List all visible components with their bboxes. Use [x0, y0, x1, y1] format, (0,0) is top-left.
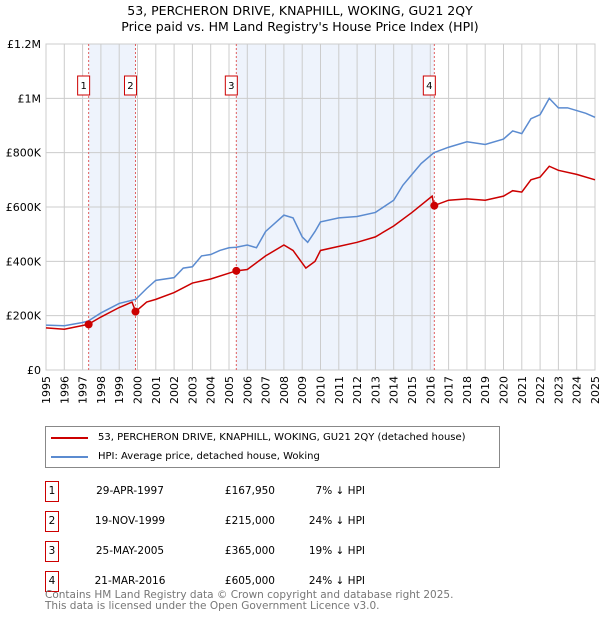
chart-title: 53, PERCHERON DRIVE, KNAPHILL, WOKING, G… — [127, 3, 473, 18]
x-tick-label: 2023 — [552, 376, 565, 404]
x-tick-label: 2004 — [205, 376, 218, 404]
y-tick-label: £600K — [6, 201, 42, 214]
x-tick-label: 2002 — [168, 376, 181, 404]
sale-num: 4 — [45, 571, 59, 592]
sale-point — [84, 320, 93, 329]
x-tick-label: 2024 — [571, 376, 584, 404]
footer-line: Contains HM Land Registry data © Crown c… — [45, 589, 454, 601]
x-tick-label: 2013 — [369, 376, 382, 404]
sale-num: 3 — [45, 541, 59, 562]
y-tick-label: £400K — [6, 255, 42, 268]
sale-label: 4 — [426, 81, 432, 92]
x-tick-label: 2006 — [241, 376, 254, 404]
y-tick-label: £1.2M — [7, 38, 41, 51]
x-tick-label: 2010 — [315, 376, 328, 404]
x-tick-label: 2008 — [278, 376, 291, 404]
x-tick-label: 1999 — [113, 376, 126, 404]
legend-label: 53, PERCHERON DRIVE, KNAPHILL, WOKING, G… — [98, 432, 466, 443]
sale-delta: 7% ↓ HPI — [315, 485, 365, 497]
footer: Contains HM Land Registry data © Crown c… — [45, 590, 453, 612]
sale-label-box — [422, 75, 436, 96]
legend-swatch — [51, 455, 88, 458]
x-tick-label: 2022 — [534, 376, 547, 404]
x-tick-label: 1996 — [58, 376, 71, 404]
x-tick-label: 2005 — [223, 376, 236, 404]
series-line — [45, 165, 596, 331]
sale-label: 3 — [228, 81, 234, 92]
x-tick-label: 2011 — [333, 376, 346, 404]
sale-row: 2 19-NOV-1999 £215,000 24% ↓ HPI — [45, 511, 545, 533]
sale-point — [430, 201, 439, 210]
x-tick-label: 2003 — [186, 376, 199, 404]
sale-delta: 24% ↓ HPI — [308, 575, 365, 587]
x-tick-label: 1997 — [77, 376, 90, 404]
y-tick-label: £0 — [27, 364, 41, 377]
x-tick-label: 2018 — [461, 376, 474, 404]
x-tick-label: 2021 — [516, 376, 529, 404]
sale-date: 21-MAR-2016 — [94, 575, 166, 587]
sale-row: 3 25-MAY-2005 £365,000 19% ↓ HPI — [45, 541, 545, 563]
x-tick-label: 2025 — [589, 376, 600, 404]
sale-date: 29-APR-1997 — [96, 485, 164, 497]
sale-delta: 19% ↓ HPI — [308, 545, 365, 557]
series-line — [45, 97, 596, 327]
sale-label-box — [77, 75, 91, 96]
x-tick-label: 2017 — [443, 376, 456, 404]
sale-delta: 24% ↓ HPI — [308, 515, 365, 527]
x-tick-label: 1998 — [95, 376, 108, 404]
x-tick-label: 2000 — [132, 376, 145, 404]
sale-label-box — [224, 75, 238, 96]
sale-row: 4 21-MAR-2016 £605,000 24% ↓ HPI — [45, 571, 545, 593]
x-tick-label: 2001 — [150, 376, 163, 404]
footer-line: This data is licensed under the Open Gov… — [45, 600, 380, 612]
chart-subtitle: Price paid vs. HM Land Registry's House … — [121, 19, 479, 34]
plot-frame — [45, 43, 596, 371]
sale-label: 2 — [127, 81, 133, 92]
x-tick-label: 2015 — [406, 376, 419, 404]
sale-price: £167,950 — [224, 485, 275, 497]
x-tick-label: 2020 — [498, 376, 511, 404]
sale-price: £215,000 — [224, 515, 275, 527]
sale-price: £605,000 — [224, 575, 275, 587]
x-tick-label: 2012 — [351, 376, 364, 404]
x-tick-label: 2009 — [296, 376, 309, 404]
sale-point — [131, 307, 140, 316]
sale-date: 19-NOV-1999 — [94, 515, 166, 527]
legend-item-hpi: HPI: Average price, detached house, Woki… — [51, 448, 499, 465]
sale-label: 1 — [80, 81, 86, 92]
legend: 53, PERCHERON DRIVE, KNAPHILL, WOKING, G… — [45, 426, 500, 468]
y-tick-label: £1M — [18, 92, 42, 105]
x-tick-label: 2016 — [424, 376, 437, 404]
sale-point — [232, 266, 241, 275]
legend-item-property: 53, PERCHERON DRIVE, KNAPHILL, WOKING, G… — [51, 429, 499, 446]
sale-price: £365,000 — [224, 545, 275, 557]
x-tick-label: 1995 — [40, 376, 53, 404]
sale-num: 2 — [45, 511, 59, 532]
legend-label: HPI: Average price, detached house, Woki… — [98, 451, 320, 462]
sale-num: 1 — [45, 481, 59, 502]
y-tick-label: £800K — [6, 147, 42, 160]
sale-label-box — [123, 75, 137, 96]
y-tick-label: £200K — [6, 310, 42, 323]
chart: £0 £200K £400K £600K £800K £1M £1.2M 1995 1996 19… — [6, 38, 600, 404]
sale-date: 25-MAY-2005 — [95, 545, 165, 557]
sale-row: 1 29-APR-1997 £167,950 7% ↓ HPI — [45, 481, 545, 503]
x-tick-label: 2014 — [388, 376, 401, 404]
x-tick-label: 2007 — [260, 376, 273, 404]
x-tick-label: 2019 — [479, 376, 492, 404]
legend-swatch — [51, 436, 88, 439]
